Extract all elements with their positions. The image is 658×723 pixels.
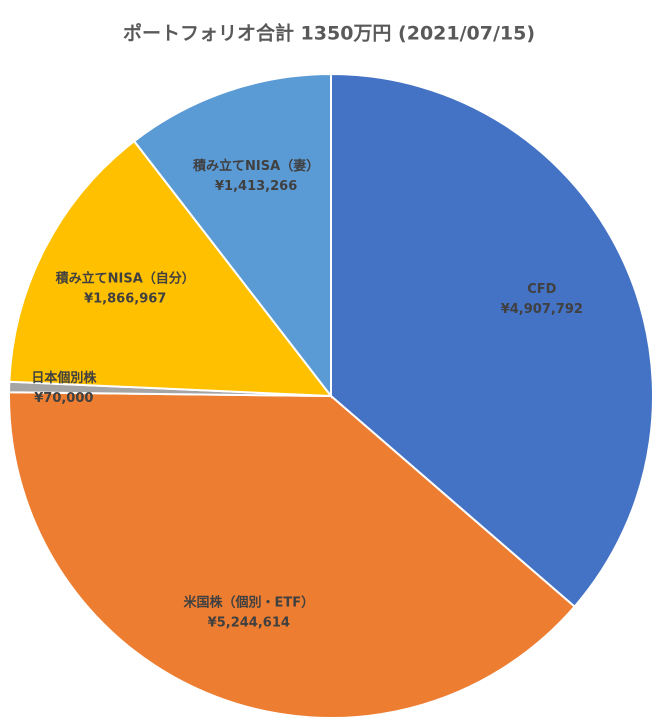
slice-value-label: ¥1,866,967 [84, 292, 166, 307]
chart-title: ポートフォリオ合計 1350万円 (2021/07/15) [123, 22, 535, 45]
slice-value-label: ¥4,907,792 [501, 302, 583, 317]
slice-label: 積み立てNISA（自分） [55, 271, 195, 287]
pie-slice [132, 72, 332, 399]
slice-label: 米国株（個別・ETF） [183, 594, 314, 610]
slice-value-label: ¥5,244,614 [208, 615, 290, 630]
slice-value-label: ¥1,413,266 [215, 179, 297, 194]
slice-label: CFD [527, 282, 556, 297]
slice-label: 積み立てNISA（妻） [192, 158, 319, 174]
pie-slice [8, 391, 576, 719]
slice-value-label: ¥70,000 [34, 391, 93, 406]
pie-slice [8, 139, 334, 398]
slice-label: 日本個別株 [31, 370, 97, 386]
pie-slice [330, 72, 654, 609]
